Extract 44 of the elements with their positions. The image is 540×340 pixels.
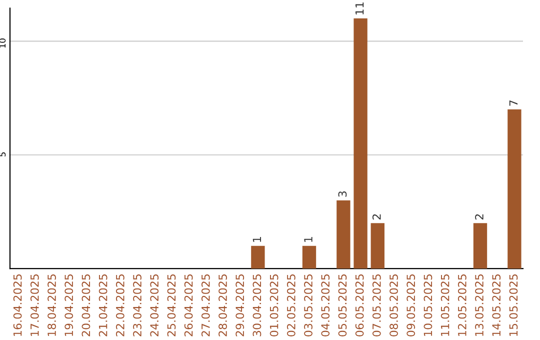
- bar: [354, 18, 368, 269]
- data-label: 7: [509, 100, 518, 106]
- x-tick-label: 05.05.2025: [338, 274, 347, 336]
- x-tick-label: 11.05.2025: [440, 274, 450, 336]
- x-tick-label: 19.04.2025: [64, 274, 74, 336]
- x-tick-label: 01.05.2025: [270, 274, 278, 336]
- bar: [336, 200, 350, 269]
- x-tick-label: 02.05.2025: [286, 274, 296, 336]
- data-label: 2: [475, 214, 484, 220]
- x-tick-label: 10.05.2025: [424, 274, 432, 336]
- x-tick-label: 03.05.2025: [304, 274, 312, 336]
- x-tick-label: 22.04.2025: [116, 274, 124, 336]
- x-tick-label: 08.05.2025: [390, 274, 398, 336]
- x-tick-label: 29.04.2025: [236, 274, 244, 336]
- x-tick-label: 27.04.2025: [201, 274, 210, 336]
- bar: [302, 246, 316, 269]
- bar: [508, 109, 522, 269]
- data-label: 1: [304, 237, 312, 242]
- x-tick-label: 20.04.2025: [82, 274, 90, 336]
- x-tick-label: 17.04.2025: [30, 274, 39, 336]
- x-tick-label: 26.04.2025: [184, 274, 193, 336]
- x-tick-label: 09.05.2025: [406, 274, 416, 336]
- x-tick-label: 13.05.2025: [475, 274, 484, 336]
- x-tick-label: 04.05.2025: [321, 274, 330, 336]
- x-tick-label: 30.04.2025: [252, 274, 262, 336]
- x-tick-label: 16.04.2025: [13, 274, 22, 336]
- x-tick-label: 21.04.2025: [98, 274, 108, 336]
- bar: [473, 223, 488, 269]
- data-label: 11: [356, 2, 364, 14]
- x-tick-label: 07.05.2025: [372, 274, 381, 336]
- x-tick-label: 12.05.2025: [458, 274, 466, 336]
- bar: [251, 246, 265, 269]
- bar: [370, 223, 384, 269]
- x-tick-label: 25.04.2025: [167, 274, 176, 336]
- x-tick-label: 28.04.2025: [218, 274, 227, 336]
- x-tick-label: 18.04.2025: [48, 274, 56, 336]
- x-tick-label: 06.05.2025: [355, 274, 364, 336]
- x-tick-label: 23.04.2025: [133, 274, 142, 336]
- data-label: 3: [338, 191, 347, 197]
- x-tick-label: 15.05.2025: [509, 274, 518, 336]
- data-label: 1: [252, 237, 262, 242]
- data-label: 2: [372, 214, 381, 220]
- x-tick-label: 14.05.2025: [492, 274, 501, 336]
- x-tick-label: 24.04.2025: [150, 274, 159, 336]
